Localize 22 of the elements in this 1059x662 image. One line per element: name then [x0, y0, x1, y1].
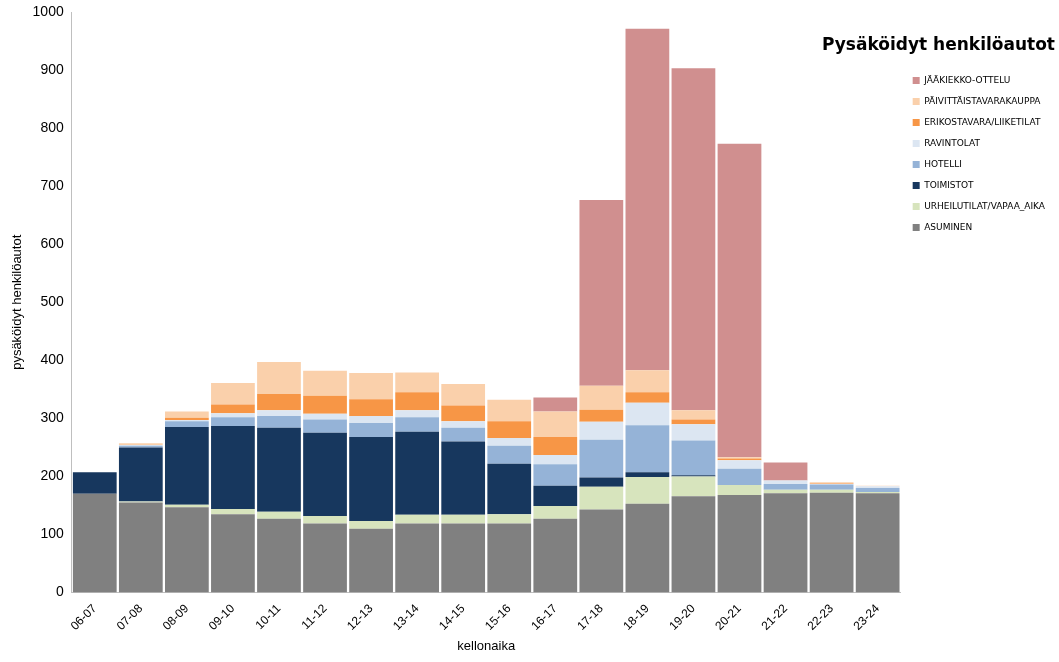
- y-tick-label: 900: [40, 60, 64, 77]
- y-tick-label: 100: [40, 525, 64, 542]
- legend-label: PÄIVITTÄISTAVARAKAUPPA: [924, 95, 1042, 106]
- legend-label: HOTELLI: [924, 158, 962, 169]
- y-tick-label: 300: [40, 409, 64, 426]
- y-tick-label: 600: [40, 235, 64, 252]
- y-tick-label: 700: [40, 177, 64, 194]
- y-tick-label: 0: [55, 583, 64, 600]
- x-axis-title: kellonaika: [457, 637, 516, 653]
- legend-label: ERIKOSTAVARA/LIIKETILAT: [924, 116, 1041, 127]
- y-tick-label: 1000: [32, 2, 64, 19]
- y-axis-title: pysäköidyt henkilöautot: [9, 234, 25, 370]
- y-tick-label: 400: [40, 351, 64, 368]
- y-tick-label: 200: [40, 467, 64, 484]
- legend-label: URHEILUTILAT/VAPAA_AIKA: [924, 200, 1046, 211]
- y-tick-label: 500: [40, 293, 64, 310]
- y-tick-label: 800: [40, 118, 64, 135]
- text: Pysäköidyt henkilöautot: [822, 34, 1055, 54]
- legend-label: JÄÄKIEKKO-OTTELU: [923, 74, 1011, 85]
- legend-label: ASUMINEN: [924, 221, 973, 232]
- legend-label: TOIMISTOT: [923, 179, 975, 190]
- legend-label: RAVINTOLAT: [924, 137, 981, 148]
